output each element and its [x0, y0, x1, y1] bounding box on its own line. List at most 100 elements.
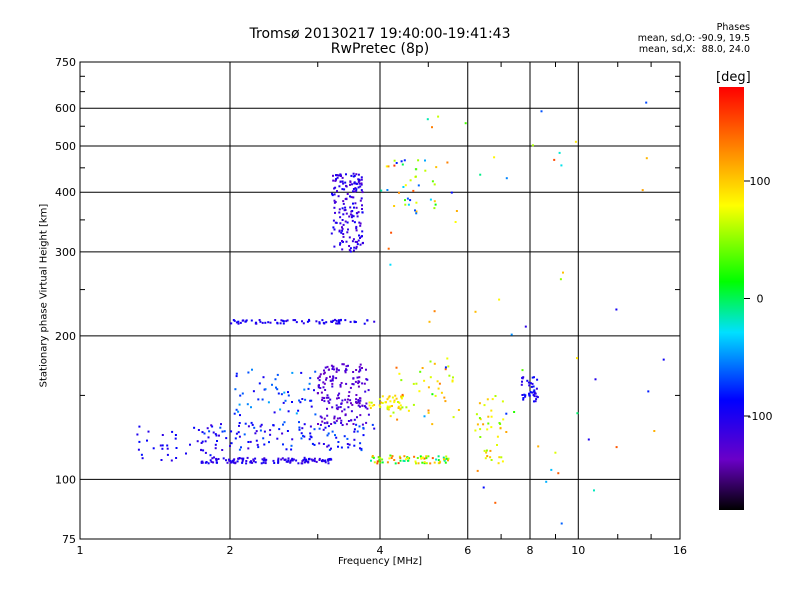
echo-point [371, 455, 374, 457]
echo-point [359, 199, 362, 202]
echo-point [376, 460, 379, 463]
echo-point [298, 428, 301, 431]
echo-point [319, 415, 322, 418]
echo-point [171, 430, 174, 433]
echo-point [379, 460, 382, 463]
echo-point [252, 459, 255, 462]
echo-point [476, 469, 479, 472]
echo-point [530, 385, 533, 388]
echo-point [359, 369, 362, 372]
echo-point [348, 215, 351, 218]
echo-point [415, 210, 418, 213]
echo-point [238, 422, 241, 424]
echo-point [354, 321, 357, 323]
echo-point [355, 423, 358, 426]
echo-point [305, 459, 308, 462]
echo-point [486, 428, 489, 431]
echo-point [339, 216, 342, 219]
echo-point [431, 393, 434, 396]
echo-point [370, 459, 372, 462]
echo-point [345, 240, 348, 243]
echo-point [342, 235, 345, 238]
echo-point [227, 458, 230, 461]
echo-point [242, 319, 245, 322]
echo-point [442, 456, 445, 459]
echo-point [331, 406, 334, 409]
echo-point [347, 364, 349, 367]
echo-point [283, 458, 286, 461]
echo-point [653, 430, 656, 432]
echo-point [341, 248, 344, 251]
echo-point [350, 196, 353, 199]
echo-point [347, 446, 350, 449]
echo-point [146, 439, 148, 442]
echo-point [407, 409, 410, 412]
echo-point [440, 391, 443, 394]
echo-point [341, 227, 344, 230]
echo-point [377, 456, 380, 459]
echo-point [255, 322, 258, 325]
echo-point [264, 321, 267, 324]
echo-point [391, 405, 393, 407]
echo-point [322, 372, 325, 375]
echo-point [437, 387, 440, 390]
phase-stats: Phases mean, sd,O: -90.9, 19.5 mean, sd,… [638, 22, 750, 55]
echo-point [395, 366, 398, 369]
echo-point [344, 398, 347, 401]
echo-point [355, 173, 358, 176]
echo-point [342, 182, 345, 185]
echo-point [412, 189, 415, 192]
echo-point [174, 437, 177, 440]
echo-point [403, 455, 406, 458]
echo-point [341, 424, 344, 426]
echo-point [360, 197, 363, 200]
echo-point [331, 385, 334, 388]
echo-point [380, 189, 383, 192]
echo-point [402, 395, 404, 398]
echo-point [416, 457, 419, 459]
echo-point [389, 400, 392, 403]
echo-point [275, 386, 277, 389]
echo-point [273, 411, 276, 414]
echo-point [138, 440, 141, 443]
echo-point [533, 391, 536, 394]
echo-point [353, 321, 356, 324]
echo-point [444, 461, 447, 464]
echo-point [431, 457, 434, 460]
echo-point [247, 371, 250, 374]
echo-point [339, 406, 342, 409]
echo-point [344, 319, 347, 322]
echo-point [327, 400, 330, 403]
echo-point [332, 319, 335, 322]
echo-point [285, 320, 288, 323]
echo-point [443, 396, 446, 399]
echo-point [238, 424, 240, 427]
echo-point [350, 410, 353, 413]
echo-point [193, 426, 196, 429]
echo-point [339, 173, 342, 176]
echo-point [397, 407, 400, 409]
echo-point [337, 369, 340, 372]
echo-point [498, 298, 501, 301]
echo-point [403, 159, 406, 162]
echo-point [404, 458, 407, 461]
echo-point [294, 319, 297, 322]
echo-point [166, 444, 169, 447]
echo-point [395, 162, 398, 164]
echo-point [531, 391, 534, 394]
echo-point [346, 221, 349, 224]
echo-point [431, 180, 434, 183]
echo-point [264, 388, 267, 391]
echo-point [250, 421, 253, 424]
echo-point [336, 322, 339, 325]
echo-point [367, 413, 370, 416]
echo-point [313, 457, 316, 460]
echo-point [359, 405, 361, 408]
echo-point [417, 159, 420, 162]
echo-point [536, 378, 539, 381]
echo-point [318, 427, 321, 430]
echo-point [161, 444, 164, 447]
echo-point [280, 393, 283, 396]
echo-point [259, 425, 262, 428]
echo-point [249, 461, 252, 464]
